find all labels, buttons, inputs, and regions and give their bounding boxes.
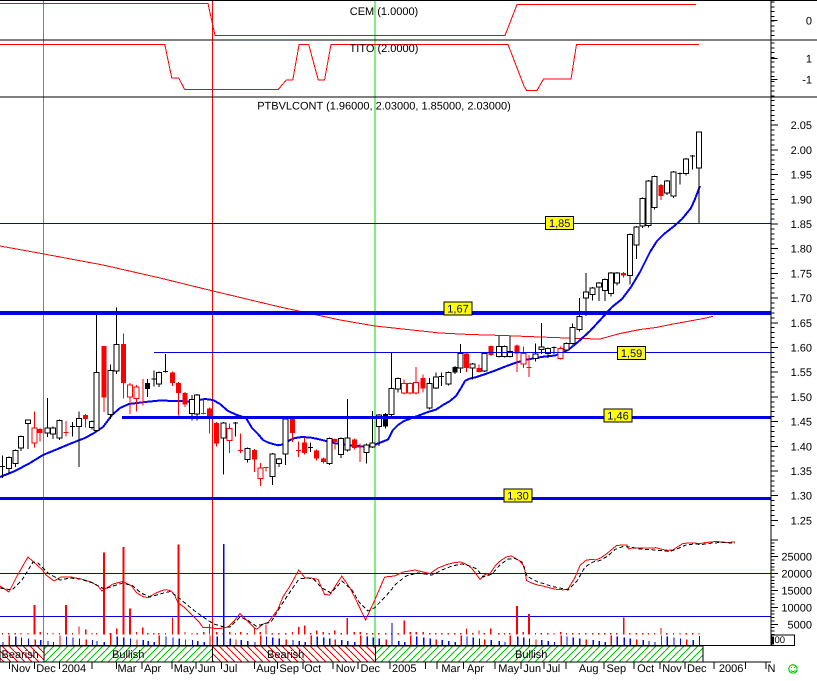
svg-text:2.05: 2.05 bbox=[791, 120, 812, 132]
svg-text:Nov: Nov bbox=[336, 663, 356, 675]
svg-text:TITO (2.0000): TITO (2.0000) bbox=[350, 43, 419, 55]
svg-text:Jul: Jul bbox=[223, 663, 237, 675]
svg-text:1,30: 1,30 bbox=[507, 491, 528, 503]
svg-text:00: 00 bbox=[775, 635, 786, 646]
svg-text:1.90: 1.90 bbox=[791, 194, 812, 206]
svg-text:Oct: Oct bbox=[304, 663, 321, 675]
svg-text:CEM (1.0000): CEM (1.0000) bbox=[350, 6, 418, 18]
svg-text:Bearish: Bearish bbox=[267, 649, 304, 661]
svg-text:Dec: Dec bbox=[687, 663, 707, 675]
svg-text:1.80: 1.80 bbox=[791, 244, 812, 256]
svg-text:25000: 25000 bbox=[781, 552, 812, 564]
svg-text:1.30: 1.30 bbox=[791, 491, 812, 503]
svg-text:2.00: 2.00 bbox=[791, 145, 812, 157]
svg-text:1: 1 bbox=[806, 54, 812, 66]
svg-text:1.35: 1.35 bbox=[791, 466, 812, 478]
svg-text:Mar: Mar bbox=[441, 663, 460, 675]
svg-text:Jun: Jun bbox=[523, 663, 541, 675]
svg-text:10000: 10000 bbox=[781, 602, 812, 614]
svg-text:1.25: 1.25 bbox=[791, 515, 812, 527]
svg-text:May: May bbox=[174, 663, 195, 675]
svg-text:Dec: Dec bbox=[361, 663, 381, 675]
svg-text:2006: 2006 bbox=[719, 663, 743, 675]
svg-text:Oct: Oct bbox=[637, 663, 654, 675]
svg-text:Bullish: Bullish bbox=[112, 649, 144, 661]
svg-text:Apr: Apr bbox=[467, 663, 484, 675]
svg-text:1,67: 1,67 bbox=[447, 304, 468, 316]
svg-text:1.50: 1.50 bbox=[791, 392, 812, 404]
svg-text:Dec: Dec bbox=[36, 663, 56, 675]
svg-text:5000: 5000 bbox=[788, 619, 812, 631]
svg-text:Mar: Mar bbox=[118, 663, 137, 675]
svg-text:1.70: 1.70 bbox=[791, 293, 812, 305]
svg-text:PTBVLCONT (1.96000, 2.03000, 1: PTBVLCONT (1.96000, 2.03000, 1.85000, 2.… bbox=[257, 101, 511, 113]
svg-text:Apr: Apr bbox=[144, 663, 161, 675]
svg-text:1,46: 1,46 bbox=[607, 411, 628, 423]
svg-text:Nov: Nov bbox=[662, 663, 682, 675]
svg-text:1.40: 1.40 bbox=[791, 441, 812, 453]
svg-text:Nov: Nov bbox=[11, 663, 31, 675]
svg-text:2004: 2004 bbox=[62, 663, 86, 675]
svg-text:2005: 2005 bbox=[392, 663, 416, 675]
svg-text:1.85: 1.85 bbox=[791, 219, 812, 231]
svg-text:1,59: 1,59 bbox=[621, 348, 642, 360]
svg-text:-1: -1 bbox=[802, 75, 812, 87]
svg-text:0: 0 bbox=[806, 16, 812, 28]
svg-text:Bearish: Bearish bbox=[2, 649, 39, 661]
svg-text:Bullish: Bullish bbox=[515, 649, 547, 661]
svg-text:Aug: Aug bbox=[256, 663, 276, 675]
svg-text:May: May bbox=[498, 663, 519, 675]
svg-text:1.95: 1.95 bbox=[791, 170, 812, 182]
svg-text:15000: 15000 bbox=[781, 586, 812, 598]
svg-text:1.60: 1.60 bbox=[791, 343, 812, 355]
svg-text:1.55: 1.55 bbox=[791, 367, 812, 379]
svg-text:1,85: 1,85 bbox=[549, 218, 570, 230]
svg-text:1.65: 1.65 bbox=[791, 318, 812, 330]
svg-text:1.75: 1.75 bbox=[791, 268, 812, 280]
svg-text:N: N bbox=[768, 663, 776, 675]
svg-text:Sep: Sep bbox=[607, 663, 627, 675]
svg-text:1.45: 1.45 bbox=[791, 417, 812, 429]
svg-text:20000: 20000 bbox=[781, 569, 812, 581]
svg-text:Jul: Jul bbox=[546, 663, 560, 675]
svg-text:Aug: Aug bbox=[579, 663, 599, 675]
svg-text:Jun: Jun bbox=[198, 663, 216, 675]
svg-text:Sep: Sep bbox=[279, 663, 299, 675]
